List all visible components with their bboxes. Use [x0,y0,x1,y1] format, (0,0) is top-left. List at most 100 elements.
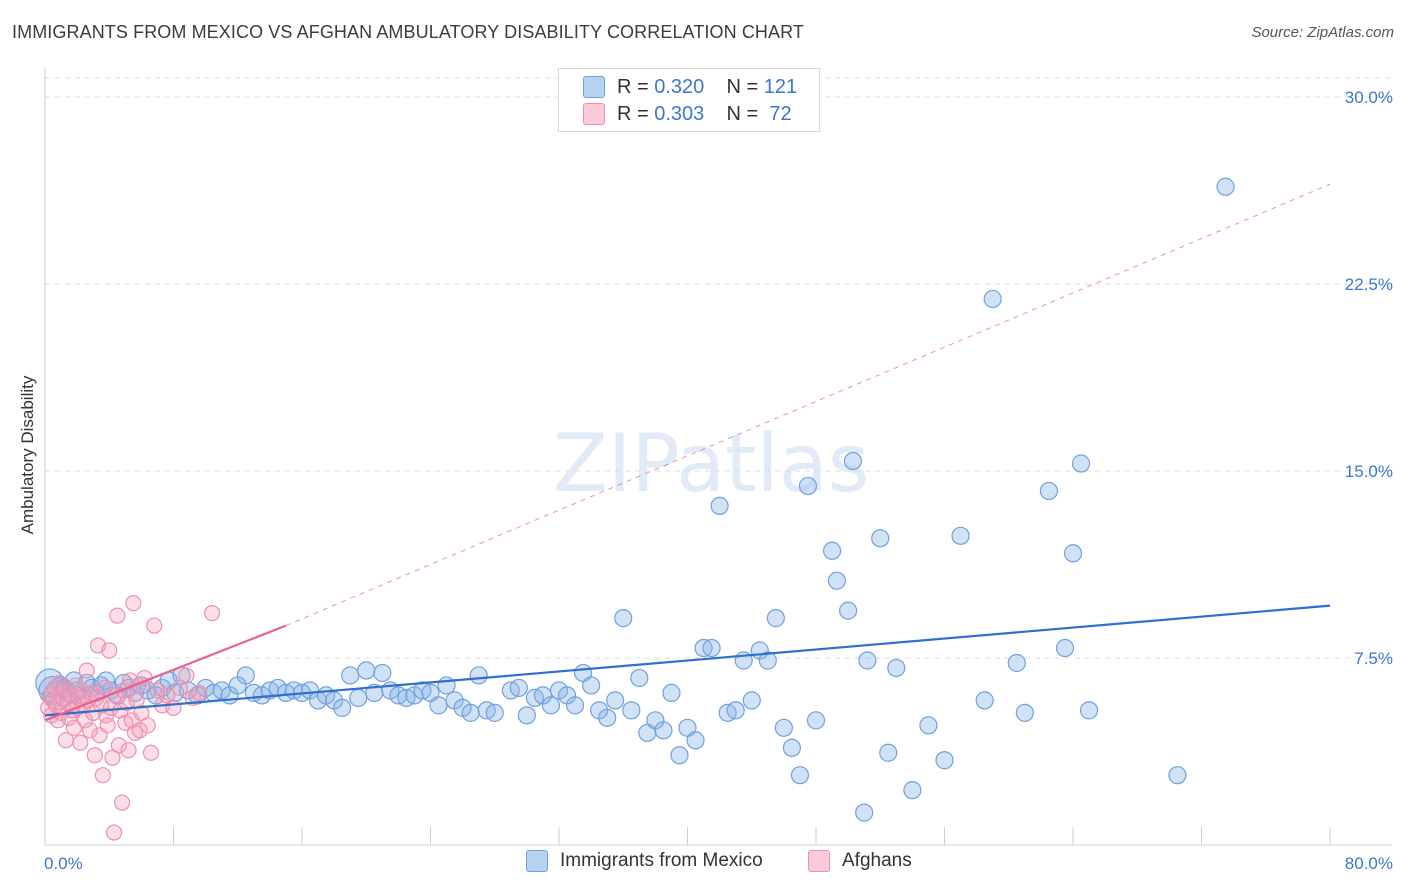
mexico-point [839,601,858,620]
mexico-point [686,731,705,750]
mexico-point [582,676,601,695]
r-label: R = [617,102,655,125]
mexico-point [726,701,745,720]
y-tick-label: 7.5% [1354,649,1393,668]
mexico-point [1071,454,1091,473]
mexico-point [461,703,480,722]
y-tick-label: 15.0% [1345,462,1393,481]
mexico-point [903,781,922,800]
afghans-point [81,722,99,739]
afghans-point [113,794,131,811]
mexico-point [598,708,617,727]
n-value: 121 [763,75,798,98]
mexico-point [879,743,898,762]
source-label: Source: ZipAtlas.com [1251,24,1394,41]
afghans-point [86,747,103,764]
mexico-point [702,638,721,658]
mexico-point [333,698,352,717]
mexico-point [983,289,1002,309]
mexico-point [798,476,818,496]
mexico-point [766,609,785,628]
watermark: ZIPatlas [553,398,869,515]
mexico-point [806,711,826,730]
mexico-point [1015,703,1034,722]
legend-item-mexico[interactable]: Immigrants from Mexico [526,850,763,872]
r-value: 0.320 [654,75,705,98]
mexico-point [670,746,689,765]
n-label: N = [726,75,764,98]
y-tick-label: 30.0% [1345,88,1393,107]
mexico-point [790,766,810,785]
mexico-point [373,663,392,683]
legend-item-afghans[interactable]: Afghans [808,850,912,872]
legend-label-afghans: Afghans [842,850,912,871]
mexico-point [758,651,777,670]
afghans-legend-swatch [808,850,830,872]
mexico-point [774,718,793,737]
legend-label-mexico: Immigrants from Mexico [560,850,763,871]
afghans-point [94,767,111,784]
n-label: N = [726,102,764,125]
mexico-point [469,666,488,685]
mexico-point [822,541,842,560]
mexico-point [357,661,376,680]
afghans-point [72,734,89,751]
stats-legend: R = 0.320 N = 121 R = 0.303 N = 72 [558,68,820,132]
mexico-point [614,609,633,628]
mexico-point [630,668,649,688]
mexico-point [742,691,761,710]
mexico-point [782,738,802,757]
afghans-point [109,607,126,624]
mexico-point [1063,544,1083,563]
series-legend: Immigrants from Mexico Afghans [0,850,1406,878]
mexico-swatch [583,76,605,98]
mexico-point [871,529,890,548]
mexico-point [855,803,874,822]
mexico-point [1055,638,1075,658]
mexico-point [858,651,877,670]
mexico-point [654,721,673,740]
afghans-point [203,605,221,622]
x-tick-label: 80.0% [1345,854,1393,873]
afghans-point [65,719,83,736]
afghans-swatch [583,103,605,125]
mexico-point [843,451,863,471]
afghans-point [118,694,136,711]
afghans-trend-extension [285,183,1331,627]
afghans-point [171,679,189,697]
mexico-point [236,666,255,685]
mexico-point [565,696,585,715]
mexico-point [485,703,504,722]
mexico-point [1039,481,1059,501]
watermark-atlas: atlas [676,417,870,510]
afghans-point [139,717,156,734]
afghans-point [125,595,142,612]
afghans-trend-line [44,624,287,722]
afghans-point [146,617,163,634]
mexico-point [827,571,846,590]
mexico-point [509,678,528,698]
mexico-point [1168,766,1187,785]
afghans-point [178,667,195,684]
afghans-point [110,737,127,754]
chart-title: IMMIGRANTS FROM MEXICO VS AFGHAN AMBULAT… [12,22,805,42]
afghans-point [165,699,182,716]
afghans-point [117,714,134,731]
mexico-legend-swatch [526,850,548,872]
r-label: R = [617,75,655,98]
afghans-point [131,722,148,739]
watermark-zip: ZIP [553,417,677,510]
afghans-point [67,677,84,694]
mexico-point [606,691,625,710]
mexico-point [517,706,536,725]
x-tick-label: 0.0% [44,854,83,873]
afghans-point [105,824,123,841]
mexico-point [887,658,906,678]
mexico-point [1079,701,1099,720]
y-axis-label: Ambulatory Disability [18,375,37,535]
afghans-point [99,717,116,734]
mexico-trend-line [44,604,1331,717]
mexico-point [710,496,729,516]
afghans-point [78,662,95,679]
